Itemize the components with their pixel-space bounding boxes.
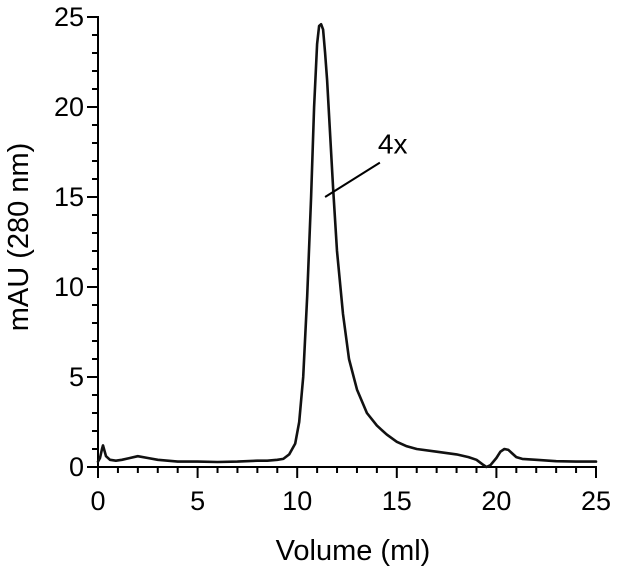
x-tick-label: 5 xyxy=(190,486,205,516)
annotation-label: 4x xyxy=(378,129,408,160)
y-tick-label: 5 xyxy=(69,362,84,392)
x-tick-label: 25 xyxy=(581,486,611,516)
x-tick-label: 0 xyxy=(90,486,105,516)
x-tick-label: 20 xyxy=(481,486,511,516)
absorbance-trace-line xyxy=(96,22,598,469)
y-tick-label: 10 xyxy=(54,272,84,302)
y-tick-label: 0 xyxy=(69,452,84,482)
y-axis-title: mAU (280 nm) xyxy=(3,143,35,332)
x-axis-ticks: 0 5 10 15 20 25 xyxy=(90,467,611,516)
x-axis-title: Volume (ml) xyxy=(276,535,431,567)
annotation-leader-line xyxy=(324,161,381,198)
x-tick-label: 15 xyxy=(382,486,412,516)
y-tick-label: 20 xyxy=(54,92,84,122)
y-axis-ticks: 0 5 10 15 20 25 xyxy=(54,2,98,482)
x-tick-label: 10 xyxy=(282,486,312,516)
y-tick-label: 25 xyxy=(54,2,84,32)
y-tick-label: 15 xyxy=(54,182,84,212)
